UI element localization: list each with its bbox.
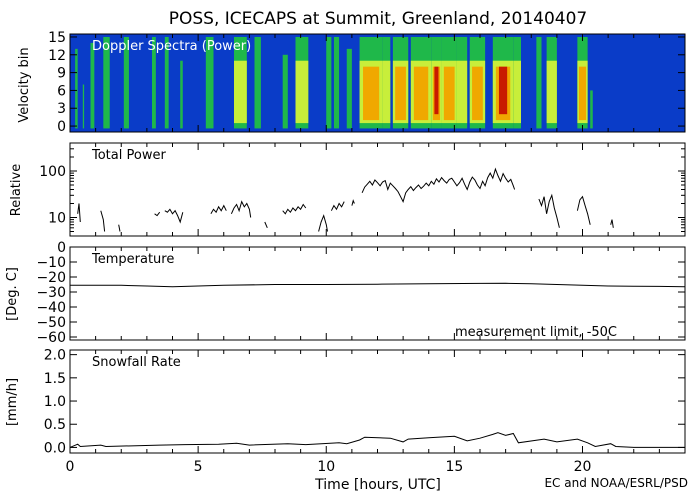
- y-tick-label: 6: [57, 83, 66, 99]
- spectra-echo-band: [590, 90, 593, 129]
- y-tick-label: −40: [36, 300, 66, 316]
- power-line-segment: [361, 167, 516, 203]
- snowfall-panel: Snowfall Rate [mm/h] 0.0 0.5 1.0 1.5 2.0: [5, 348, 686, 456]
- power-line-segment: [351, 199, 355, 206]
- temperature-title: Temperature: [91, 252, 174, 267]
- x-axis-ticks: 0 5 10 15 20: [66, 34, 686, 475]
- spectra-echo-band: [152, 36, 156, 129]
- spectra-echo-band: [103, 36, 110, 129]
- power-line-segment: [538, 193, 560, 228]
- temperature-ylabel: [Deg. C]: [5, 267, 20, 321]
- spectra-echo-band: [443, 66, 455, 121]
- temperature-line: [70, 282, 686, 288]
- spectra-echo-band: [180, 60, 183, 129]
- y-tick-label: −60: [36, 330, 66, 346]
- power-line-segment: [77, 203, 81, 223]
- snowfall-title: Snowfall Rate: [92, 355, 181, 370]
- figure-title: POSS, ICECAPS at Summit, Greenland, 2014…: [169, 9, 587, 29]
- spectra-y-ticks: 0 3 69 12 15: [48, 30, 685, 135]
- y-tick-label: −30: [36, 285, 66, 301]
- y-tick-label: 10: [48, 210, 66, 226]
- spectra-echo-band: [513, 60, 521, 124]
- power-line-segment: [282, 203, 307, 215]
- temperature-y-ticks: 0−10−20−30−40−50−60: [36, 240, 685, 346]
- power-y-ticks: 10 100: [39, 148, 685, 232]
- power-line-segment: [330, 201, 345, 211]
- spectra-echo-band: [282, 54, 288, 129]
- spectra-echoes: [75, 36, 593, 129]
- power-line-segment: [230, 200, 252, 218]
- measurement-limit-note: measurement limit, -50C: [455, 325, 617, 340]
- spectra-echo-band: [413, 66, 429, 121]
- snowfall-y-ticks: 0.0 0.5 1.0 1.5 2.0: [44, 348, 685, 456]
- spectra-panel: Doppler Spectra (Power) Velocity bin 0 3 6…: [17, 30, 686, 135]
- power-panel: Total Power Relative 10 100: [9, 142, 686, 237]
- snowfall-ylabel: [mm/h]: [5, 378, 20, 426]
- y-tick-label: 3: [57, 101, 66, 117]
- power-line-segment: [118, 224, 121, 232]
- x-tick-label: 10: [317, 459, 335, 475]
- credit-text: EC and NOAA/ESRL/PSD: [544, 476, 688, 490]
- x-tick-label: 20: [574, 459, 592, 475]
- power-title: Total Power: [91, 148, 166, 163]
- y-tick-label: 0: [57, 240, 66, 256]
- spectra-echo-band: [234, 60, 247, 124]
- power-line-segment: [210, 204, 227, 215]
- y-tick-label: −50: [36, 315, 66, 331]
- x-axis-label: Time [hours, UTC]: [314, 477, 441, 493]
- spectra-echo-band: [498, 66, 508, 115]
- snowfall-series: [69, 432, 685, 448]
- y-tick-label: 1.5: [44, 371, 66, 387]
- spectra-echo-band: [333, 36, 340, 129]
- temperature-panel: Temperature [Deg. C] 0−10−20−30−40−50−60…: [5, 240, 686, 346]
- spectra-echo-band: [82, 84, 85, 129]
- y-tick-label: 9: [57, 66, 66, 82]
- power-line-segment: [264, 221, 268, 228]
- spectra-echo-band: [123, 36, 129, 129]
- y-tick-label: 0.0: [44, 440, 66, 456]
- power-line-segment: [154, 211, 161, 217]
- power-line-segment: [610, 219, 614, 228]
- snowfall-line: [69, 432, 685, 448]
- y-tick-label: 12: [48, 48, 66, 64]
- spectra-echo-band: [382, 60, 391, 124]
- spectra-echo-band: [90, 42, 95, 129]
- y-tick-label: 15: [48, 30, 66, 46]
- spectra-echo-band: [363, 66, 380, 121]
- spectra-title: Doppler Spectra (Power): [92, 39, 251, 54]
- y-tick-label: 100: [39, 164, 66, 180]
- spectra-echo-band: [254, 36, 261, 129]
- spectra-echo-band: [295, 60, 309, 124]
- spectra-echo-band: [472, 66, 483, 121]
- spectra-echo-band: [205, 36, 214, 129]
- x-tick-label: 5: [194, 459, 203, 475]
- power-line-segment: [318, 214, 328, 232]
- spectra-ylabel: Velocity bin: [17, 47, 32, 122]
- spectra-echo-band: [536, 36, 542, 129]
- y-tick-label: 0.5: [44, 417, 66, 433]
- y-tick-label: 2.0: [44, 348, 66, 364]
- y-tick-label: −10: [36, 255, 66, 271]
- spectra-echo-band: [326, 36, 332, 129]
- spectra-echo-band: [456, 60, 468, 124]
- power-line-segment: [100, 210, 106, 232]
- y-tick-label: −20: [36, 270, 66, 286]
- spectra-echo-band: [395, 66, 406, 121]
- power-line-segment: [164, 208, 184, 224]
- power-line-segment: [576, 195, 591, 225]
- power-series: [77, 167, 614, 232]
- power-ylabel: Relative: [9, 164, 24, 216]
- spectra-echo-band: [578, 66, 587, 121]
- spectra-echo-band: [346, 48, 352, 129]
- spectra-echo-band: [434, 66, 439, 115]
- spectra-echo-band: [164, 36, 169, 129]
- spectra-echo-band: [546, 60, 557, 124]
- y-tick-label: 1.0: [44, 394, 66, 410]
- x-tick-label: 15: [445, 459, 463, 475]
- y-tick-label: 0: [57, 119, 66, 135]
- x-tick-label: 0: [66, 459, 75, 475]
- temperature-series: [70, 282, 686, 288]
- spectra-echo-band: [75, 48, 78, 129]
